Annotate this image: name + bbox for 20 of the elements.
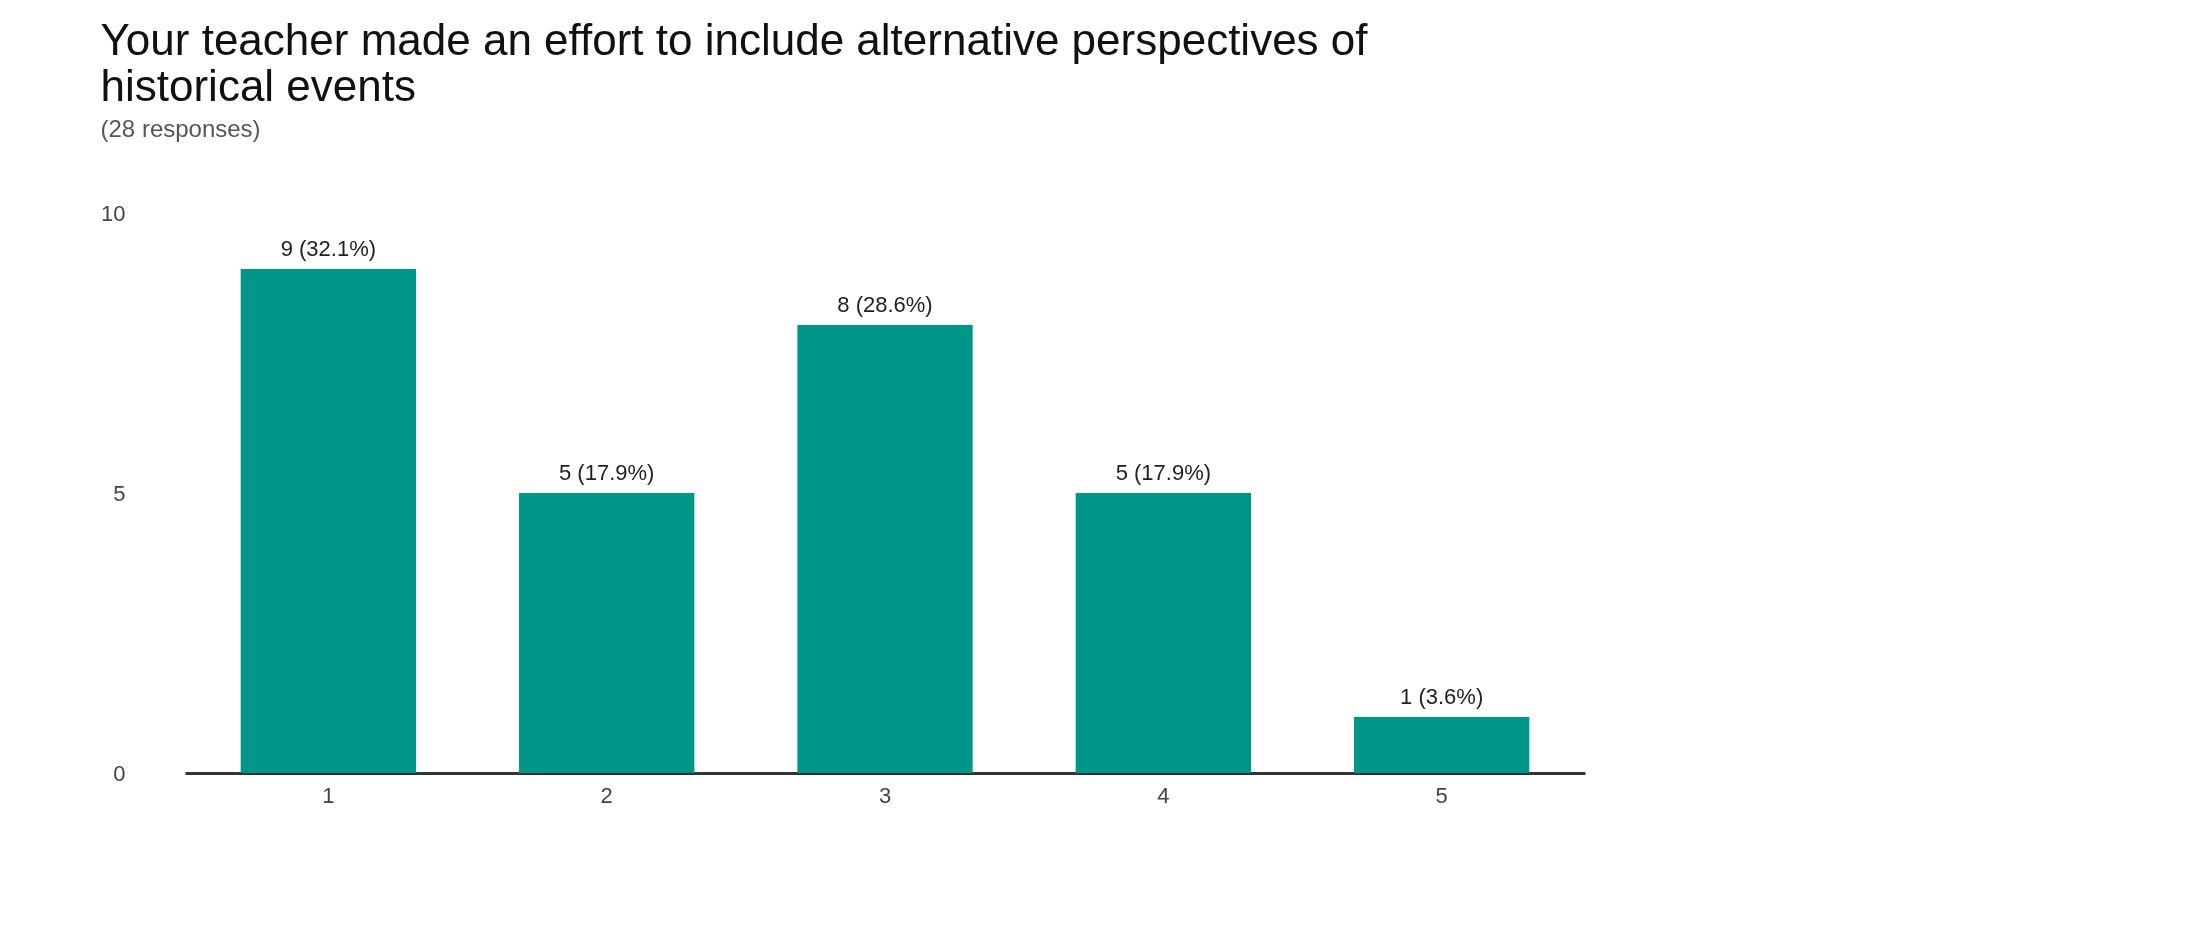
bar [1353, 717, 1530, 773]
bar [519, 493, 695, 773]
data-label: 9 (32.1%) [280, 236, 377, 261]
data-label: 5 (17.9%) [558, 460, 655, 485]
bar [240, 269, 417, 773]
chart-subtitle: (28 responses) [100, 115, 261, 142]
chart-title: Your teacher made an effort to include alternative perspectives of historical events [100, 15, 1369, 110]
x-tick-label: 3 [878, 782, 892, 808]
bar [1075, 493, 1251, 773]
bar [797, 325, 973, 773]
data-label: 5 (17.9%) [1115, 460, 1212, 485]
data-label: 1 (3.6%) [1400, 684, 1484, 709]
x-tick-label: 1 [322, 782, 335, 808]
x-tick-label: 5 [1435, 782, 1448, 808]
y-tick-label: 10 [101, 200, 126, 226]
y-tick-label: 5 [113, 480, 126, 506]
x-tick-label: 2 [600, 782, 613, 808]
x-tick-label: 4 [1157, 782, 1170, 808]
data-label: 8 (28.6%) [837, 292, 933, 317]
y-tick-label: 0 [113, 760, 126, 786]
